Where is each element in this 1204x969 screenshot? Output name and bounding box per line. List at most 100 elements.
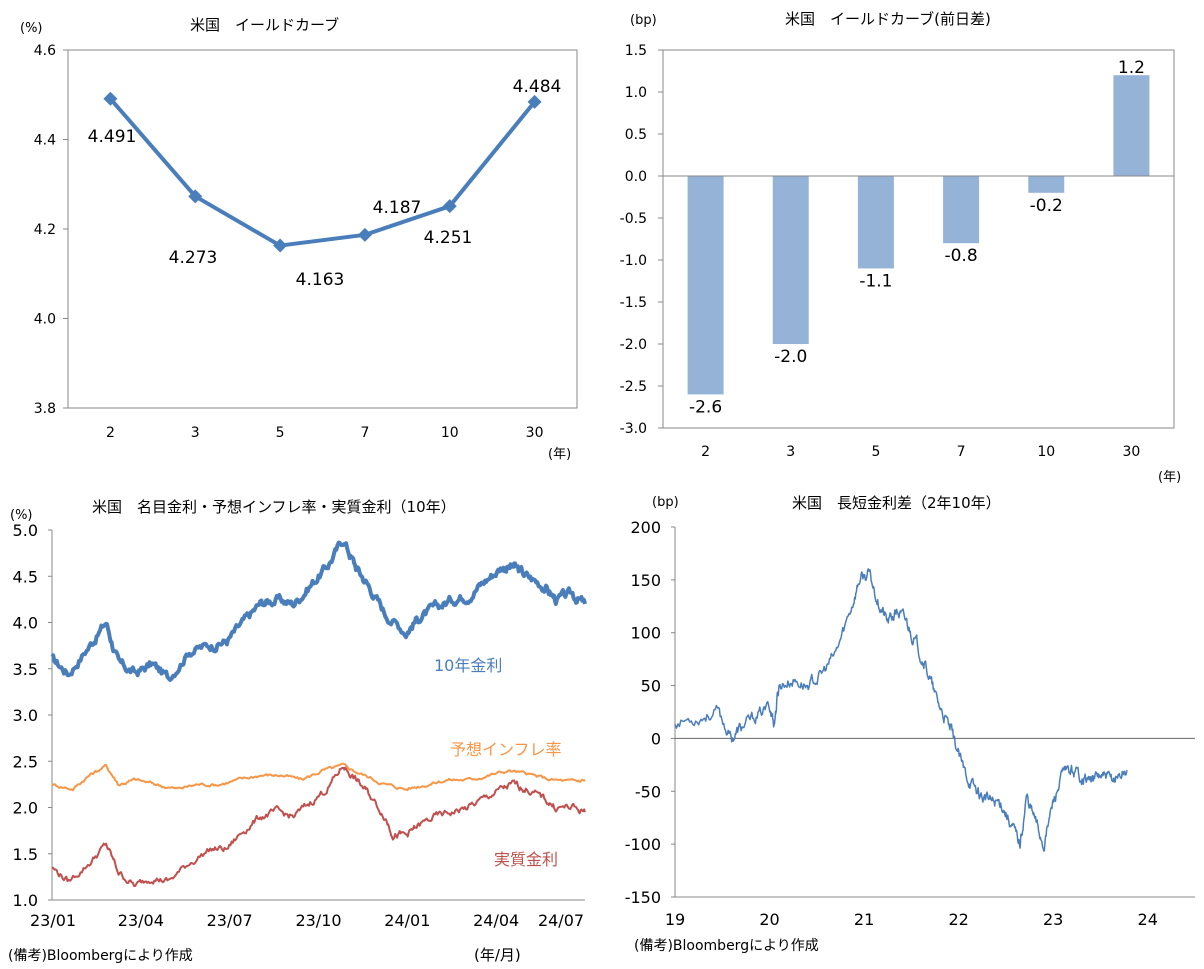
- y-tick-label: 150: [630, 571, 661, 590]
- y-tick-label: 4.6: [34, 43, 56, 59]
- data-label: 1.2: [1118, 58, 1145, 78]
- series-line: [51, 766, 586, 888]
- x-tick-label: 7: [957, 444, 966, 460]
- y-tick-label: -0.5: [620, 211, 647, 227]
- y-tick-label: -1.0: [620, 253, 647, 269]
- y-tick-label: 1.0: [13, 891, 38, 910]
- data-label: 4.491: [88, 127, 137, 147]
- y-tick-label: 4.0: [13, 614, 38, 633]
- y-tick-label: 4.4: [34, 133, 56, 149]
- data-point: [527, 94, 542, 109]
- y-tick-label: 200: [630, 518, 661, 537]
- data-point: [357, 227, 372, 242]
- rates-10y-title: 米国 名目金利・予想インフレ率・実質金利（10年）: [92, 498, 456, 516]
- y-tick-label: 2.5: [13, 752, 38, 771]
- bar: [943, 176, 980, 244]
- y-tick-label: 0.0: [625, 169, 647, 185]
- data-label: -0.2: [1030, 196, 1063, 216]
- spread-title: 米国 長短金利差（2年10年）: [792, 494, 1001, 512]
- spread-ylabel: (bp): [652, 495, 679, 510]
- series-label: 実質金利: [494, 850, 558, 869]
- y-tick-label: 4.2: [34, 222, 56, 238]
- y-tick-label: 100: [630, 624, 661, 643]
- series-line: [108, 97, 537, 248]
- y-tick-label: 1.5: [13, 845, 38, 864]
- x-tick-label: 3: [786, 444, 795, 460]
- x-tick-label: 30: [1123, 444, 1141, 460]
- yield-change-title: 米国 イールドカーブ(前日差): [785, 10, 991, 28]
- bar: [687, 176, 724, 395]
- y-tick-label: -2.5: [620, 379, 647, 395]
- data-point: [442, 199, 457, 214]
- y-tick-label: -2.0: [620, 337, 647, 353]
- yield-curve-xlabel: (年): [548, 447, 571, 462]
- yield-curve-title: 米国 イールドカーブ: [190, 16, 339, 34]
- data-point: [103, 91, 118, 106]
- rates-10y-note: (備考)Bloombergにより作成: [8, 948, 193, 964]
- y-tick-label: 1.5: [625, 43, 647, 59]
- data-label: -2.6: [689, 397, 722, 417]
- y-tick-label: -3.0: [620, 421, 647, 437]
- series-line: [50, 540, 587, 682]
- data-label: 4.251: [424, 228, 473, 248]
- x-tick-label: 3: [191, 425, 200, 441]
- bar: [772, 176, 809, 344]
- y-tick-label: 4.0: [34, 312, 56, 328]
- x-tick-label: 24/07: [538, 911, 584, 930]
- y-tick-label: -100: [625, 835, 661, 854]
- data-label: -0.8: [944, 246, 977, 266]
- y-tick-label: -50: [635, 782, 661, 801]
- rates-10y-chart: 米国 名目金利・予想インフレ率・実質金利（10年） (%) (年/月) (備考)…: [8, 498, 587, 964]
- x-tick-label: 7: [360, 425, 369, 441]
- x-tick-label: 10: [441, 425, 459, 441]
- plot-frame: [662, 49, 1175, 429]
- y-tick-label: 3.0: [13, 706, 38, 725]
- y-tick-label: 1.0: [625, 85, 647, 101]
- y-tick-label: -1.5: [620, 295, 647, 311]
- data-label: 4.187: [373, 198, 422, 218]
- spread-chart: 米国 長短金利差（2年10年） (bp) (備考)Bloombergにより作成 …: [625, 494, 1195, 954]
- data-label: -1.1: [859, 271, 892, 291]
- yield-curve-ylabel: (%): [20, 21, 43, 36]
- x-tick-label: 24/04: [473, 911, 519, 930]
- x-tick-label: 5: [871, 444, 880, 460]
- x-tick-label: 23/04: [118, 911, 164, 930]
- bar: [1028, 176, 1065, 193]
- data-label: 4.273: [169, 248, 218, 268]
- x-tick-label: 10: [1037, 444, 1055, 460]
- y-tick-label: -150: [625, 888, 661, 907]
- x-tick-label: 2: [701, 444, 710, 460]
- x-tick-label: 23: [1043, 910, 1063, 929]
- x-tick-label: 22: [948, 910, 968, 929]
- yield-curve-chart: 米国 イールドカーブ (%) (年) 3.8 4.0 4.2 4.4 4.6 2 3 5 7 10…: [20, 16, 578, 462]
- x-tick-label: 23/07: [207, 911, 253, 930]
- spread-note: (備考)Bloombergにより作成: [634, 938, 819, 954]
- y-tick-label: 2.0: [13, 799, 38, 818]
- data-label: -2.0: [774, 347, 807, 367]
- y-tick-label: 4.5: [13, 567, 38, 586]
- x-tick-label: 21: [854, 910, 874, 929]
- y-tick-label: 3.8: [34, 401, 56, 417]
- rates-10y-xlabel: (年/月): [474, 946, 521, 964]
- bar: [1113, 75, 1150, 176]
- x-tick-label: 19: [665, 910, 685, 929]
- data-label: 4.163: [296, 270, 345, 290]
- data-label: 4.484: [513, 77, 562, 97]
- x-tick-label: 2: [106, 425, 115, 441]
- x-tick-label: 23/10: [295, 911, 341, 930]
- data-point: [188, 189, 203, 204]
- y-tick-label: 3.5: [13, 660, 38, 679]
- series-line: [51, 762, 586, 792]
- series-label: 予想インフレ率: [450, 740, 562, 759]
- x-tick-label: 24: [1138, 910, 1158, 929]
- rates-10y-ylabel: (%): [10, 508, 33, 523]
- x-tick-label: 30: [526, 425, 544, 441]
- x-tick-label: 5: [276, 425, 285, 441]
- y-tick-label: 0.5: [625, 127, 647, 143]
- bar: [857, 176, 894, 269]
- y-tick-label: 50: [641, 677, 661, 696]
- x-tick-label: 24/01: [384, 911, 430, 930]
- yield-change-xlabel: (年): [1158, 470, 1181, 485]
- data-point: [273, 238, 288, 253]
